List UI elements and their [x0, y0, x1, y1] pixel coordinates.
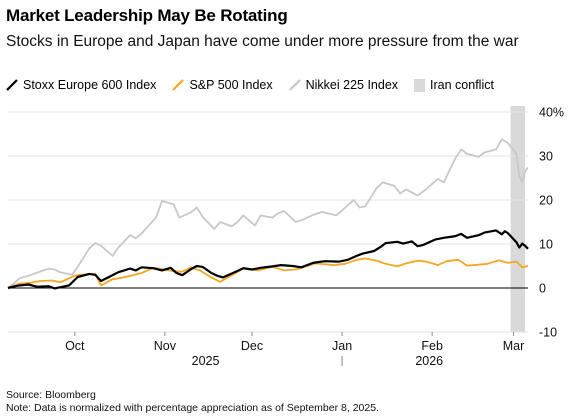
- shaded-region-iran-conflict: [510, 106, 526, 332]
- x-tick-label: Mar: [503, 339, 525, 353]
- y-tick-label: 20: [539, 194, 553, 208]
- legend-item-nikkei: Nikkei 225 Index: [288, 78, 399, 92]
- chart-title: Market Leadership May Be Rotating: [6, 6, 288, 25]
- y-tick-label: 0: [539, 282, 546, 296]
- y-tick-label: 10: [539, 238, 553, 252]
- x-tick-label: Oct: [65, 339, 85, 353]
- legend-label-sp500: S&P 500 Index: [189, 78, 273, 92]
- legend-label-nikkei: Nikkei 225 Index: [305, 78, 399, 92]
- y-tick-label: 40%: [539, 106, 564, 120]
- x-tick-label: Dec: [241, 339, 263, 353]
- legend-item-stoxx: Stoxx Europe 600 Index: [6, 78, 156, 92]
- chart-area: -10 0 10 20 30 40% Oct Nov Dec Jan Feb Mar 2025 2026: [0, 96, 573, 376]
- footer: Source: Bloomberg Note: Data is normaliz…: [6, 389, 379, 415]
- source-note: Source: Bloomberg: [6, 389, 96, 401]
- legend-item-iran-conflict: Iran conflict: [414, 78, 494, 92]
- legend-label-iran-conflict: Iran conflict: [430, 78, 494, 92]
- chart-subtitle: Stocks in Europe and Japan have come und…: [6, 33, 519, 50]
- series-line-stoxx: [7, 229, 529, 290]
- year-label: 2025: [192, 354, 220, 368]
- x-tick-label: Jan: [332, 339, 352, 353]
- y-tick-label: -10: [539, 326, 557, 340]
- legend-swatch-iran-conflict: [414, 78, 426, 92]
- legend-swatch-stoxx: [6, 79, 18, 91]
- x-tick-label: Nov: [154, 339, 177, 353]
- series-line-sp: [7, 257, 529, 289]
- legend-swatch-nikkei: [288, 79, 301, 91]
- x-tick-label: Feb: [421, 339, 443, 353]
- legend-label-stoxx: Stoxx Europe 600 Index: [23, 78, 157, 92]
- legend: Stoxx Europe 600 Index S&P 500 Index Nik…: [6, 76, 510, 94]
- data-note: Note: Data is normalized with percentage…: [6, 402, 379, 414]
- line-chart: -10 0 10 20 30 40% Oct Nov Dec Jan Feb Mar 2025 2026: [7, 106, 564, 368]
- series-line-nikkei: [7, 138, 529, 289]
- legend-swatch-sp500: [172, 79, 185, 91]
- y-tick-label: 30: [539, 150, 553, 164]
- year-label: 2026: [415, 354, 443, 368]
- legend-item-sp500: S&P 500 Index: [172, 78, 273, 92]
